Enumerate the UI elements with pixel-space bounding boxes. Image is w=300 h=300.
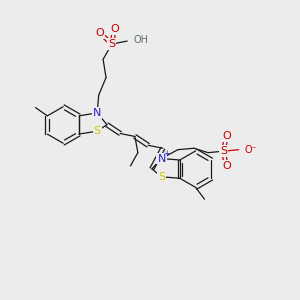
Text: S: S — [220, 146, 227, 156]
Text: O⁻: O⁻ — [244, 145, 257, 155]
Text: OH: OH — [133, 34, 148, 45]
Text: O: O — [110, 24, 119, 34]
Text: S: S — [108, 39, 116, 49]
Text: O: O — [222, 161, 231, 171]
Text: +: + — [164, 149, 170, 158]
Text: O: O — [222, 131, 231, 142]
Text: S: S — [158, 172, 165, 182]
Text: N: N — [158, 154, 166, 164]
Text: S: S — [94, 126, 101, 136]
Text: O: O — [95, 28, 104, 38]
Text: N: N — [93, 108, 101, 118]
